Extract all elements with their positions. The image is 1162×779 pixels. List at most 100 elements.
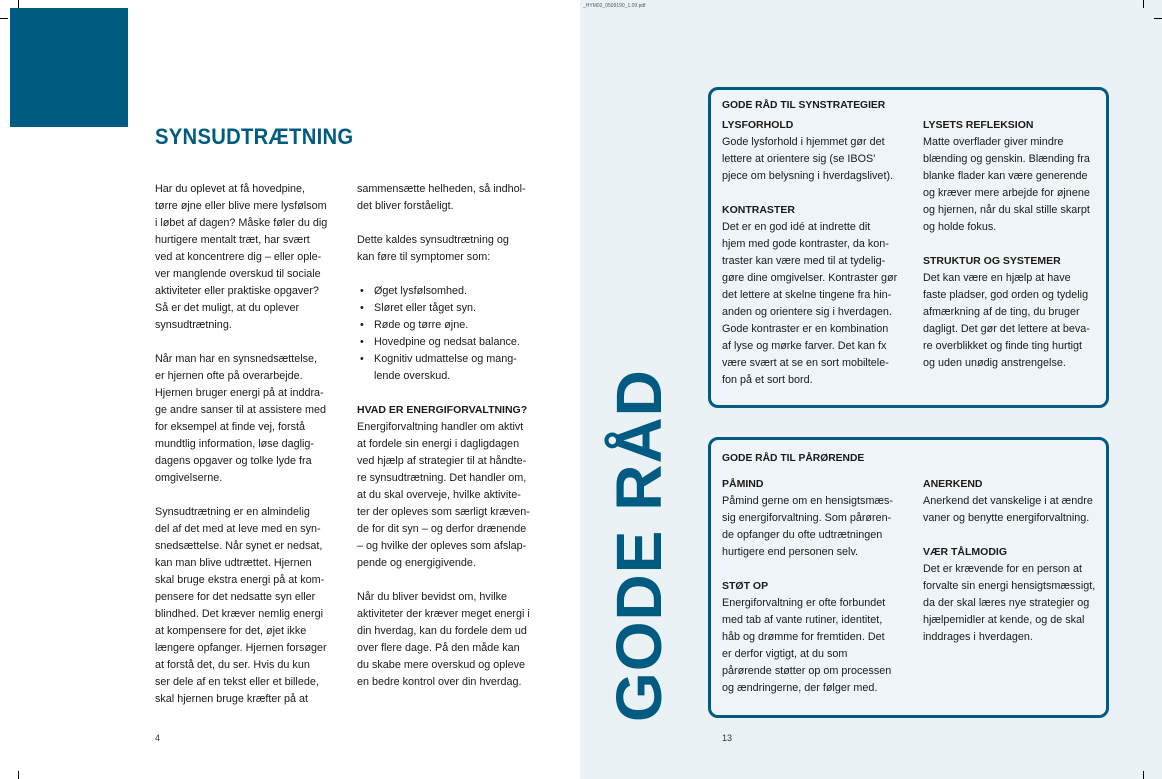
text-line: og kræver mere arbejde for øjnene [923, 187, 1090, 199]
bullet-item: • Sløret eller tåget syn. [357, 300, 557, 317]
text-line: er hjernen ofte på overarbejde. [155, 370, 303, 382]
text-line: det lettere at skelne tingene fra hin- [722, 289, 892, 301]
text-line: Dette kaldes synsudtrætning og [357, 234, 509, 246]
box-title: GODE RÅD TIL SYNSTRATEGIER [722, 100, 886, 111]
advice-heading: LYSFORHOLD [722, 119, 794, 131]
text-line: blanke flader kan være generende [923, 170, 1088, 182]
bullet-text: Kognitiv udmattelse og mang- [374, 353, 517, 365]
box-column: LYSFORHOLD Gode lysforhold i hjemmet gør … [722, 117, 917, 389]
bullet-item: • Røde og tørre øjne. [357, 317, 557, 334]
bullet-item: • Øget lysfølsomhed. [357, 283, 557, 300]
text-line: da der skal læres nye strategier og [923, 597, 1090, 609]
text-line: Når du bliver bevidst om, hvilke [357, 591, 508, 603]
text-line: re overblikket og finde ting hurtigt [923, 340, 1083, 352]
bullet-item: • Kognitiv udmattelse og mang- [357, 351, 557, 368]
text-line: hjem med gode kontraster, da kon- [722, 238, 889, 250]
text-line: ser dele af en tekst eller et billede, [155, 676, 319, 688]
text-line: gøre dine omgivelser. Kontraster gør [722, 272, 898, 284]
text-line: din hverdag, kan du fordele dem ud [357, 625, 527, 637]
text-line: lettere at orientere sig (se IBOS' [722, 153, 876, 165]
paragraph-gap [722, 185, 917, 202]
advice-box-relatives: GODE RÅD TIL PÅRØRENDE PÅMIND Påmind gerne… [708, 437, 1109, 718]
text-line: og holde fokus. [923, 221, 997, 233]
text-line: i løbet af dagen? Måske føler du dig [155, 217, 328, 229]
crop-mark [18, 771, 19, 779]
text-line: inddrages i hverdagen. [923, 631, 1033, 643]
text-line: de opfanger du ofte udtrætningen [722, 529, 883, 541]
box-column: ANERKEND Anerkend det vanskelige i at ænd… [923, 476, 1118, 646]
paragraph-gap [357, 572, 557, 589]
text-line: hjælpemidler at kende, og de skal [923, 614, 1085, 626]
text-line: Påmind gerne om en hensigtsmæs- [722, 495, 894, 507]
bullet-icon: • [360, 302, 364, 314]
bullet-item: • Hovedpine og nedsat balance. [357, 334, 557, 351]
section-heading: HVAD ER ENERGIFORVALTNING? [357, 404, 528, 416]
text-line: faste pladser, god orden og tydelig [923, 289, 1089, 301]
text-line: være svært at se en sort mobiltele- [722, 357, 889, 369]
text-line: for eksempel at finde vej, forstå [155, 421, 306, 433]
text-line: snedsættelse. Når synet er nedsat, [155, 540, 323, 552]
text-line: at du skal overveje, hvilke aktivite- [357, 489, 521, 501]
text-line: del af det med at leve med en syn- [155, 523, 321, 535]
text-line: du skabe mere overskud og opleve [357, 659, 526, 671]
file-label: _HYM02_0509190_1.09.pdf [583, 3, 646, 9]
advice-box-vision-strategies: GODE RÅD TIL SYNSTRATEGIER LYSFORHOLD Gode… [708, 87, 1109, 408]
text-line: sammensætte helheden, så indhol- [357, 183, 526, 195]
text-line: pjece om belysning i hverdagslivet). [722, 170, 894, 182]
advice-heading: STRUKTUR OG SYSTEMER [923, 255, 1061, 267]
text-line: Gode kontraster er en kombination [722, 323, 889, 335]
page-number-left: 4 [155, 733, 161, 743]
text-line: og hjernen, når du skal stille skarpt [923, 204, 1090, 216]
box-column: LYSETS REFLEKSION Matte overflader giver … [923, 117, 1118, 372]
paragraph-gap [155, 487, 355, 504]
paragraph-gap [722, 561, 917, 578]
box-column: PÅMIND Påmind gerne om en hensigtsmæs-sig… [722, 476, 917, 697]
text-line: pårørende støtter op om processen [722, 665, 892, 677]
text-line: forvalte sin energi hensigtsmæssigt, [923, 580, 1096, 592]
text-line: traster kan være med til at tydelig- [722, 255, 886, 267]
text-line: over flere dage. På den måde kan [357, 642, 520, 654]
text-line: ter der opleves som særligt kræven- [357, 506, 530, 518]
paragraph-gap [357, 215, 557, 232]
text-line: dagens opgaver og tolke lyde fra [155, 455, 312, 467]
text-line: omgivelserne. [155, 472, 223, 484]
paragraph-gap [357, 385, 557, 402]
text-column-2: sammensætte helheden, så indhol-det bliv… [357, 181, 557, 691]
text-line: kan føre til symptomer som: [357, 251, 491, 263]
crop-mark [18, 0, 19, 8]
text-line: Det kan være en hjælp at have [923, 272, 1071, 284]
text-line: er derfor vigtigt, at du som [722, 648, 848, 660]
text-line: afmærkning af de ting, du bruger [923, 306, 1080, 318]
text-line: hurtigere mentalt træt, har svært [155, 234, 310, 246]
text-line: Anerkend det vanskelige i at ændre [923, 495, 1093, 507]
text-line: re synsudtrætning. Det handler om, [357, 472, 527, 484]
text-line: skal hjernen bruge kræfter på at [155, 693, 309, 705]
page-number-right: 13 [722, 733, 733, 743]
bullet-icon: • [360, 336, 364, 348]
paragraph-gap [923, 527, 1118, 544]
advice-heading: STØT OP [722, 580, 769, 592]
text-line: kan man blive udtrættet. Hjernen [155, 557, 312, 569]
text-line: tørre øjne eller blive mere lysfølsom [155, 200, 327, 212]
text-line: sig energiforvaltning. Som pårøren- [722, 512, 892, 524]
text-line: Når man har en synsnedsættelse, [155, 353, 318, 365]
text-line: med tab af vante rutiner, identitet, [722, 614, 883, 626]
bullet-icon: • [360, 353, 364, 365]
bullet-icon: • [360, 285, 364, 297]
text-line: synsudtrætning. [155, 319, 232, 331]
text-line: Har du oplevet at få hovedpine, [155, 183, 306, 195]
text-line: af lyse og mørke farver. Det kan fx [722, 340, 887, 352]
text-line: ver manglende overskud til sociale [155, 268, 321, 280]
text-line: Det er en god idé at indrette dit [722, 221, 871, 233]
bullet-text: Røde og tørre øjne. [374, 319, 469, 331]
text-line: Matte overflader giver mindre [923, 136, 1064, 148]
text-line: Hjernen bruger energi på at inddra- [155, 387, 324, 399]
text-line: en bedre kontrol over din hverdag. [357, 676, 522, 688]
text-line: dagligt. Det gør det lettere at beva- [923, 323, 1090, 335]
bullet-text: lende overskud. [374, 370, 451, 382]
text-line: Det er krævende for en person at [923, 563, 1083, 575]
text-line: pende og energigivende. [357, 557, 476, 569]
bullet-icon: • [360, 319, 364, 331]
text-line: at forstå det, du ser. Hvis du kun [155, 659, 310, 671]
text-column-1: Har du oplevet at få hovedpine, tørre øjn… [155, 181, 355, 708]
